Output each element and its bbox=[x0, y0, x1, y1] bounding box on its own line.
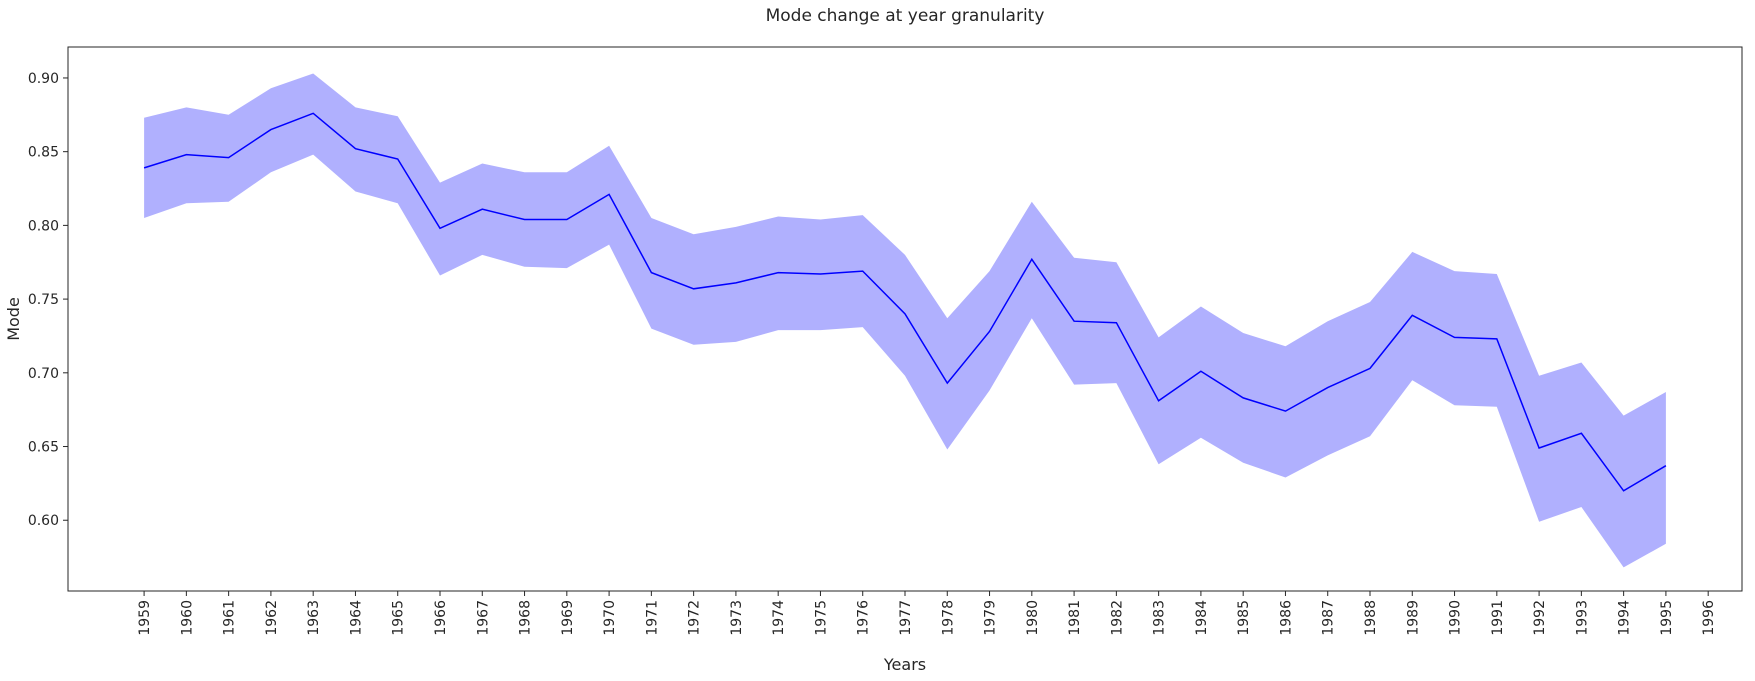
x-tick-label: 1985 bbox=[1236, 600, 1252, 636]
x-tick-label: 1978 bbox=[940, 600, 956, 636]
confidence-band bbox=[144, 73, 1666, 568]
series-line bbox=[143, 112, 1667, 492]
x-tick-label: 1974 bbox=[771, 600, 787, 636]
x-tick-label: 1966 bbox=[433, 600, 449, 636]
x-tick-label: 1982 bbox=[1109, 600, 1125, 636]
x-tick-label: 1963 bbox=[306, 600, 322, 636]
x-tick-label: 1972 bbox=[687, 600, 703, 636]
x-tick-label: 1986 bbox=[1278, 600, 1294, 636]
x-tick-label: 1980 bbox=[1025, 600, 1041, 636]
x-tick-label: 1979 bbox=[983, 600, 999, 636]
chart-title: Mode change at year granularity bbox=[766, 6, 1045, 26]
x-tick-label: 1973 bbox=[729, 600, 745, 636]
x-tick-label: 1990 bbox=[1448, 600, 1464, 636]
y-tick-label: 0.60 bbox=[28, 513, 59, 529]
x-tick-label: 1991 bbox=[1490, 600, 1506, 636]
x-tick-label: 1994 bbox=[1617, 600, 1633, 636]
y-tick-label: 0.85 bbox=[28, 145, 59, 161]
x-tick-label: 1995 bbox=[1659, 600, 1675, 636]
x-tick-label: 1959 bbox=[137, 600, 153, 636]
x-tick-label: 1967 bbox=[475, 600, 491, 636]
x-tick-label: 1993 bbox=[1574, 600, 1590, 636]
x-tick-label: 1989 bbox=[1405, 600, 1421, 636]
x-tick-label: 1971 bbox=[644, 600, 660, 636]
x-tick-label: 1977 bbox=[898, 600, 914, 636]
x-tick-label: 1970 bbox=[602, 600, 618, 636]
y-tick-label: 0.90 bbox=[28, 71, 59, 87]
x-tick-label: 1969 bbox=[560, 600, 576, 636]
x-tick-label: 1964 bbox=[348, 600, 364, 636]
x-tick-label: 1981 bbox=[1067, 600, 1083, 636]
y-tick-label: 0.75 bbox=[28, 292, 59, 308]
y-axis: 0.60 0.65 0.70 0.75 0.80 0.85 0.90 bbox=[28, 71, 68, 529]
x-tick-label: 1976 bbox=[856, 600, 872, 636]
x-tick-label: 1962 bbox=[264, 600, 280, 636]
x-tick-label: 1960 bbox=[179, 600, 195, 636]
x-tick-label: 1987 bbox=[1321, 600, 1337, 636]
x-tick-label: 1961 bbox=[222, 600, 238, 636]
x-tick-label: 1984 bbox=[1194, 600, 1210, 636]
x-tick-label: 1975 bbox=[813, 600, 829, 636]
y-axis-label: Mode bbox=[4, 297, 23, 341]
x-tick-label: 1992 bbox=[1532, 600, 1548, 636]
y-tick-label: 0.65 bbox=[28, 440, 59, 456]
x-tick-label: 1965 bbox=[391, 600, 407, 636]
x-tick-label: 1968 bbox=[518, 600, 534, 636]
x-axis: 1959 1960 1961 1962 1963 1964 1965 1966 1967 1968… bbox=[137, 591, 1717, 636]
x-axis-label: Years bbox=[883, 655, 926, 674]
y-tick-label: 0.70 bbox=[28, 366, 59, 382]
x-tick-label: 1996 bbox=[1701, 600, 1717, 636]
x-tick-label: 1983 bbox=[1152, 600, 1168, 636]
y-tick-label: 0.80 bbox=[28, 218, 59, 234]
plot-area bbox=[67, 46, 1743, 592]
x-tick-label: 1988 bbox=[1363, 600, 1379, 636]
